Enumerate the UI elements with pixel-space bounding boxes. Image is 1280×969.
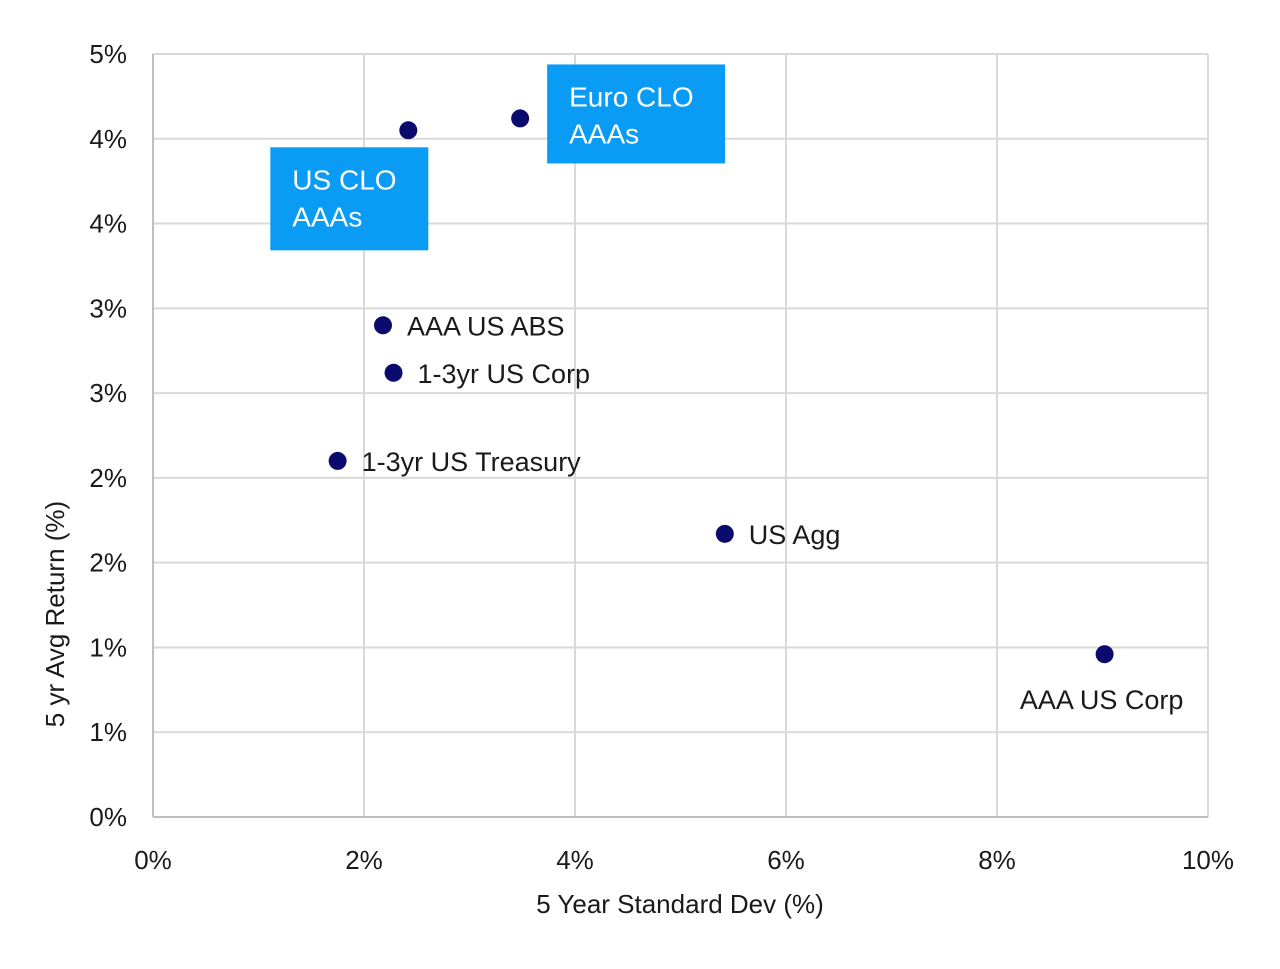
y-tick-label: 1% [89,632,127,662]
grid-layer [153,53,1209,817]
point-label-1-3yr-us-corp: 1-3yr US Corp [418,359,591,389]
y-tick-label: 3% [89,293,127,323]
y-axis-title: 5 yr Avg Return (%) [40,501,70,727]
point-aaa-us-corp [1095,645,1114,664]
point-layer [328,109,1114,664]
callout-box-euro-clo-aaas [547,64,726,164]
callout-label-us-clo-aaas: US CLO [292,164,396,195]
point-label-aaa-us-corp: AAA US Corp [1020,685,1184,715]
y-tick-label: 4% [89,209,127,239]
x-tick-label: 2% [345,845,383,875]
callout-label-us-clo-aaas: AAAs [292,201,362,232]
y-tick-label: 3% [89,378,127,408]
point-us-agg [715,524,734,543]
point-1-3yr-us-corp [384,363,403,382]
x-tick-label: 0% [134,845,172,875]
point-euro-clo-aaas [511,109,530,128]
y-tick-label: 4% [89,124,127,154]
x-tick-label: 8% [978,845,1016,875]
point-label-aaa-us-abs: AAA US ABS [407,311,565,341]
x-tick-label: 10% [1182,845,1234,875]
y-tick-label: 2% [89,463,127,493]
point-1-3yr-us-treasury [328,451,347,470]
x-axis-title: 5 Year Standard Dev (%) [536,889,824,919]
point-label-1-3yr-us-treasury: 1-3yr US Treasury [362,447,582,477]
y-tick-label: 5% [89,39,127,69]
y-tick-label: 1% [89,717,127,747]
callout-label-euro-clo-aaas: AAAs [569,118,639,149]
callout-label-euro-clo-aaas: Euro CLO [569,81,694,112]
x-tick-label: 4% [556,845,594,875]
point-us-clo-aaas [399,121,418,140]
y-tick-label: 2% [89,548,127,578]
axis-layer: 0% 1% 1% 2% 2% 3% 3% 4% 4% 5% 0% 2% 4% 6% 8% 10% [89,39,1234,875]
callout-layer [270,64,726,251]
point-label-us-agg: US Agg [749,520,841,550]
point-aaa-us-abs [373,316,392,335]
callout-box-us-clo-aaas [270,147,429,251]
x-tick-label: 6% [767,845,805,875]
label-layer: US CLO AAAs Euro CLO AAAs AAA US ABS 1-3yr US… [292,81,1183,715]
y-tick-label: 0% [89,802,127,832]
